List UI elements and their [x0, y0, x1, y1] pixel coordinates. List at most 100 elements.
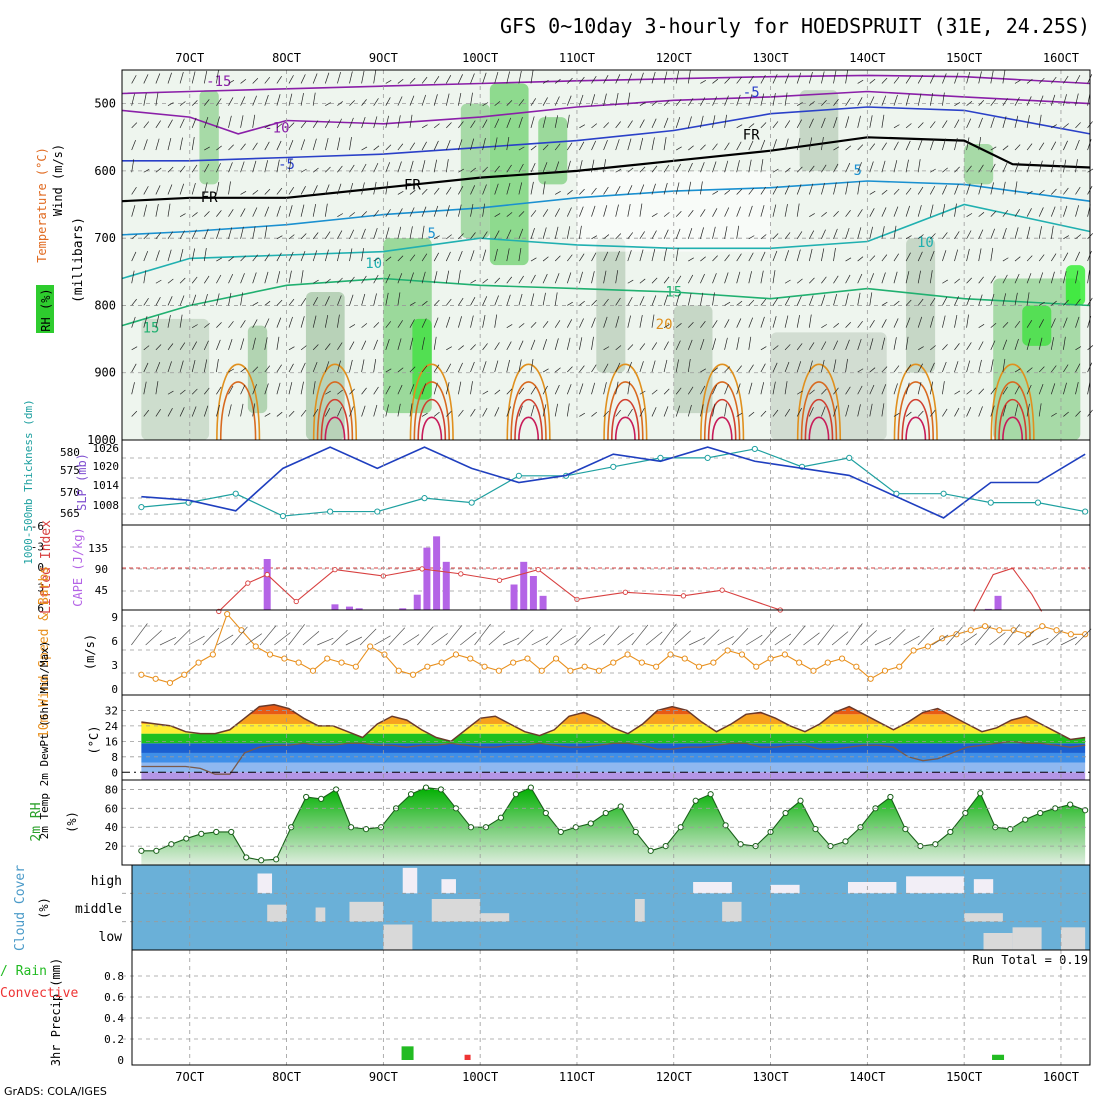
wind-speed-line-marker: [524, 655, 531, 662]
wind-barb: [179, 407, 185, 417]
rh-shading: [1022, 305, 1052, 346]
wind-barb: [627, 73, 633, 84]
wind-barb: [772, 74, 778, 84]
wind-barb: [772, 250, 778, 262]
temp-band: [141, 723, 1086, 734]
cloud-block: [431, 899, 481, 922]
wind-barb: [276, 336, 280, 350]
wind-barb: [821, 100, 827, 106]
wind-barb: [397, 320, 403, 328]
wind-barb: [179, 118, 185, 129]
wind-barb: [966, 101, 973, 106]
wind-barb: [736, 124, 743, 129]
wind-speed-line-marker: [924, 643, 931, 650]
wind-speed-line-marker: [1067, 631, 1074, 638]
wind-barb: [966, 389, 973, 395]
wind-barb: [131, 251, 137, 262]
wind-barb: [929, 362, 935, 373]
wind-barb: [796, 343, 803, 351]
wind-barb: [276, 94, 281, 106]
wind-barb: [337, 183, 342, 195]
wind-barb: [954, 278, 961, 284]
wind-barb: [1050, 253, 1057, 262]
lifted-index-tick: -6: [31, 520, 44, 533]
wind-barb: [349, 117, 354, 128]
wind-barb: [760, 270, 764, 284]
wind-barb: [312, 92, 316, 106]
wind-barb: [1002, 274, 1008, 284]
wind-barb: [542, 368, 549, 373]
wind-barb: [784, 92, 788, 106]
wind-barb: [409, 272, 414, 284]
wind-barb: [361, 340, 367, 351]
wind-barb: [397, 384, 403, 395]
wind-barb: [905, 235, 912, 240]
wind-barb: [373, 404, 378, 417]
wind-barb: [821, 388, 827, 395]
wind-barb-10m: [588, 634, 606, 646]
wind-barb: [760, 382, 765, 395]
wind-barb: [1026, 384, 1032, 395]
wind-barb: [179, 230, 185, 240]
wind-barb: [772, 233, 779, 240]
wind-barb: [433, 411, 440, 417]
wind-barb: [845, 181, 849, 195]
wind-barb: [688, 257, 694, 262]
wind-barb: [675, 405, 681, 417]
wind-barb-10m: [602, 625, 620, 646]
wind-barb: [482, 407, 488, 417]
time-label-top: 14OCT: [849, 51, 885, 65]
wind-barb: [470, 381, 473, 395]
wind-barb: [821, 276, 827, 284]
wind-barb: [857, 256, 864, 262]
wind-barb: [324, 231, 331, 240]
wind-barb: [784, 315, 789, 328]
wind-barb: [603, 363, 609, 373]
wind-barb: [385, 115, 389, 128]
wind-barb: [312, 381, 316, 395]
wind-barb: [615, 139, 620, 151]
wind-barb: [784, 279, 791, 284]
wind-barb: [131, 159, 135, 173]
wind-barb: [627, 185, 633, 195]
wind-speed-line-marker: [481, 663, 488, 670]
wind-barb: [191, 341, 198, 351]
wind-barb: [131, 140, 136, 151]
wind-barb: [143, 204, 148, 217]
wind-barb: [276, 159, 280, 173]
time-label-bottom: 13OCT: [752, 1070, 788, 1084]
wind-barb: [155, 315, 160, 328]
wind-barb-10m: [331, 629, 348, 646]
convective-bar: [464, 1054, 471, 1060]
wind-barb: [1002, 145, 1009, 151]
wind-barb: [675, 228, 681, 239]
wind-barb: [470, 408, 476, 417]
wind-barb: [470, 120, 476, 129]
wind-barb: [555, 190, 561, 195]
wind-barb-10m: [517, 629, 534, 646]
wind-barb: [929, 185, 936, 195]
wind-barb: [228, 209, 234, 217]
wind-barb: [857, 385, 863, 395]
wind-barb: [663, 359, 668, 373]
wind-barb: [978, 341, 984, 351]
wind-barb: [700, 144, 706, 151]
wind-barb: [905, 336, 909, 350]
rh-tick: 40: [105, 821, 118, 834]
wind-speed-line-marker: [1039, 623, 1046, 630]
wind-barb: [1026, 320, 1033, 328]
temp-ylabel: 2m Temp 2m DewPt (6hr Min/Max): [38, 641, 51, 840]
wind-barb: [990, 387, 997, 395]
wind-barb-10m: [231, 626, 248, 646]
wind-barb: [676, 146, 682, 151]
wind-barb: [530, 162, 536, 173]
wind-barb: [893, 271, 898, 284]
wind-barb: [748, 336, 752, 350]
wind-barb: [191, 359, 196, 373]
wind-barb: [204, 211, 210, 217]
rh-shading: [412, 318, 432, 400]
wind-barb: [748, 364, 754, 373]
wind-barb-10m: [374, 635, 391, 646]
wind-barb: [143, 362, 149, 373]
wind-barb: [252, 95, 257, 106]
